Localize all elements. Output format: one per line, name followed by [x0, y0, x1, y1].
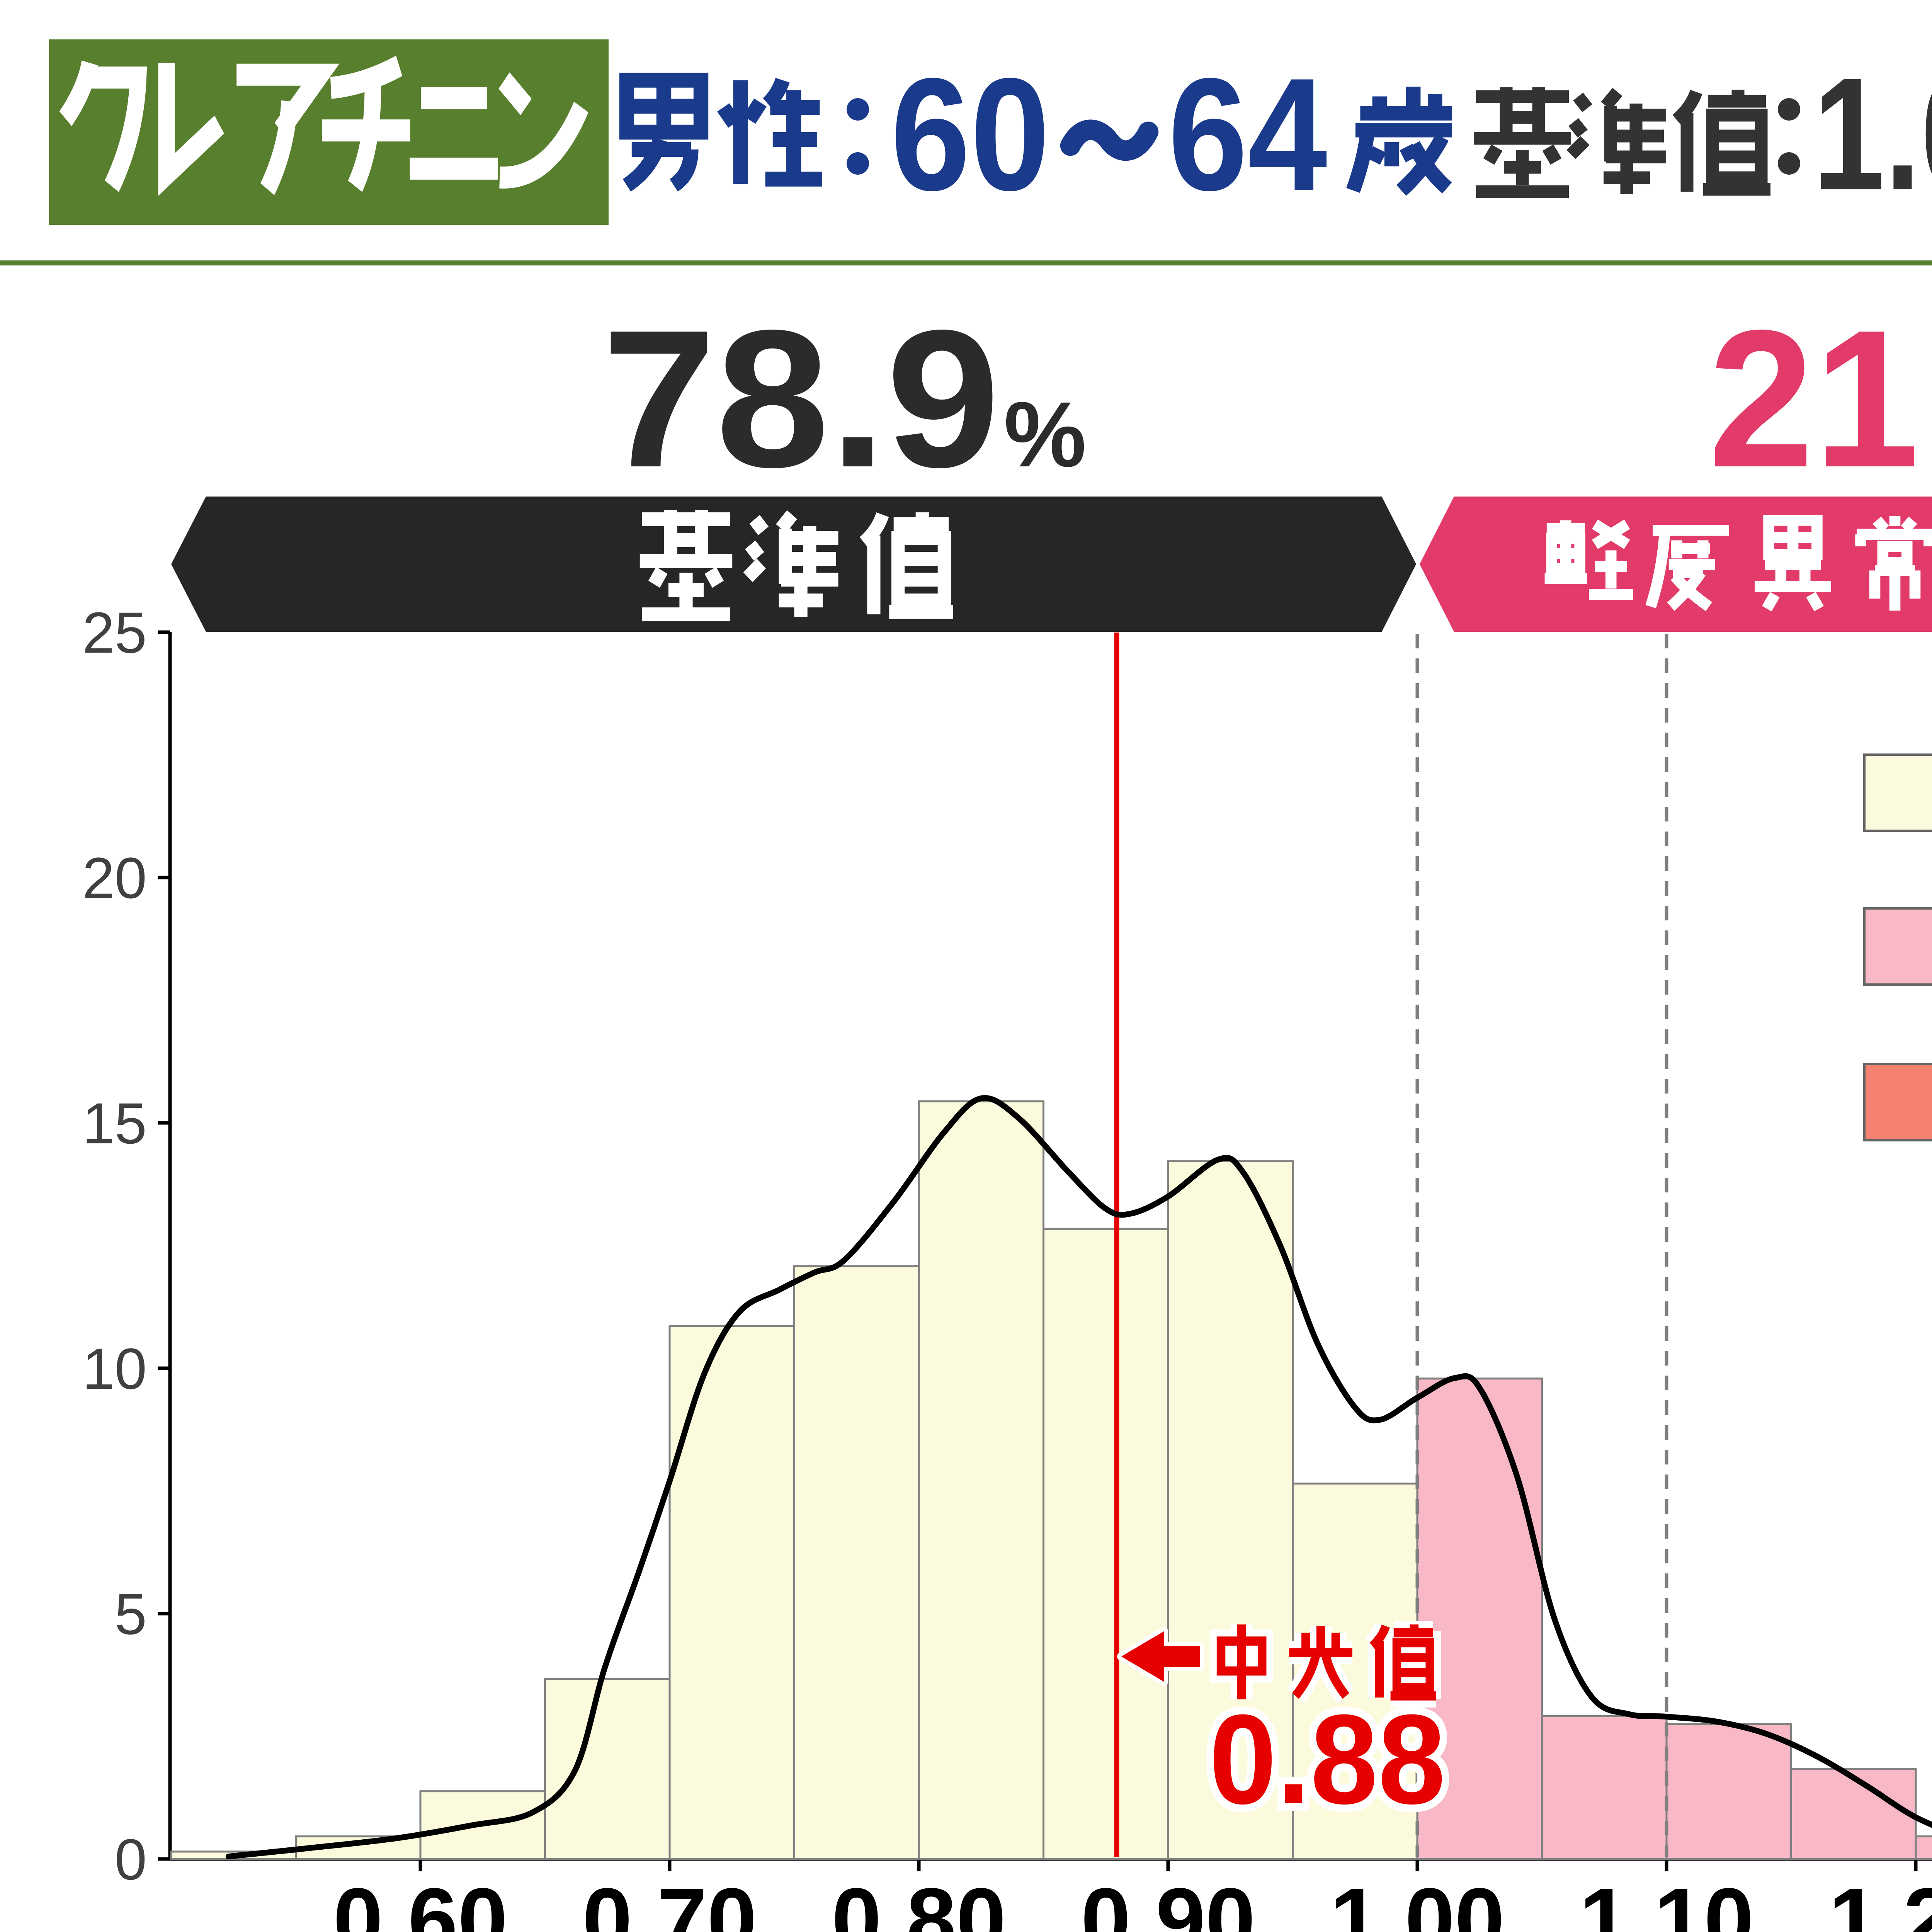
- svg-text:0.90: 0.90: [1081, 1870, 1255, 1932]
- svg-text:60: 60: [891, 44, 1050, 224]
- svg-text:0.60: 0.60: [333, 1870, 508, 1932]
- svg-text:5: 5: [115, 1582, 147, 1646]
- svg-text:1.00: 1.00: [1330, 1870, 1505, 1932]
- svg-text:15: 15: [82, 1091, 147, 1156]
- svg-text:0.80: 0.80: [832, 1870, 1006, 1932]
- svg-text:1.20: 1.20: [1828, 1870, 1932, 1932]
- svg-text:0.70: 0.70: [582, 1870, 757, 1932]
- svg-text:25: 25: [82, 600, 147, 665]
- svg-text:64: 64: [1168, 44, 1328, 224]
- svg-text:0.88: 0.88: [1209, 1688, 1446, 1830]
- svg-text:78.9: 78.9: [602, 289, 1000, 508]
- svg-text:21.1: 21.1: [1709, 289, 1932, 508]
- svg-text:20: 20: [82, 845, 147, 910]
- svg-text:%: %: [1004, 383, 1086, 486]
- svg-text:0: 0: [115, 1827, 147, 1892]
- svg-text:1.00: 1.00: [1813, 44, 1932, 223]
- svg-text:1.10: 1.10: [1579, 1870, 1754, 1932]
- svg-text:10: 10: [82, 1336, 147, 1401]
